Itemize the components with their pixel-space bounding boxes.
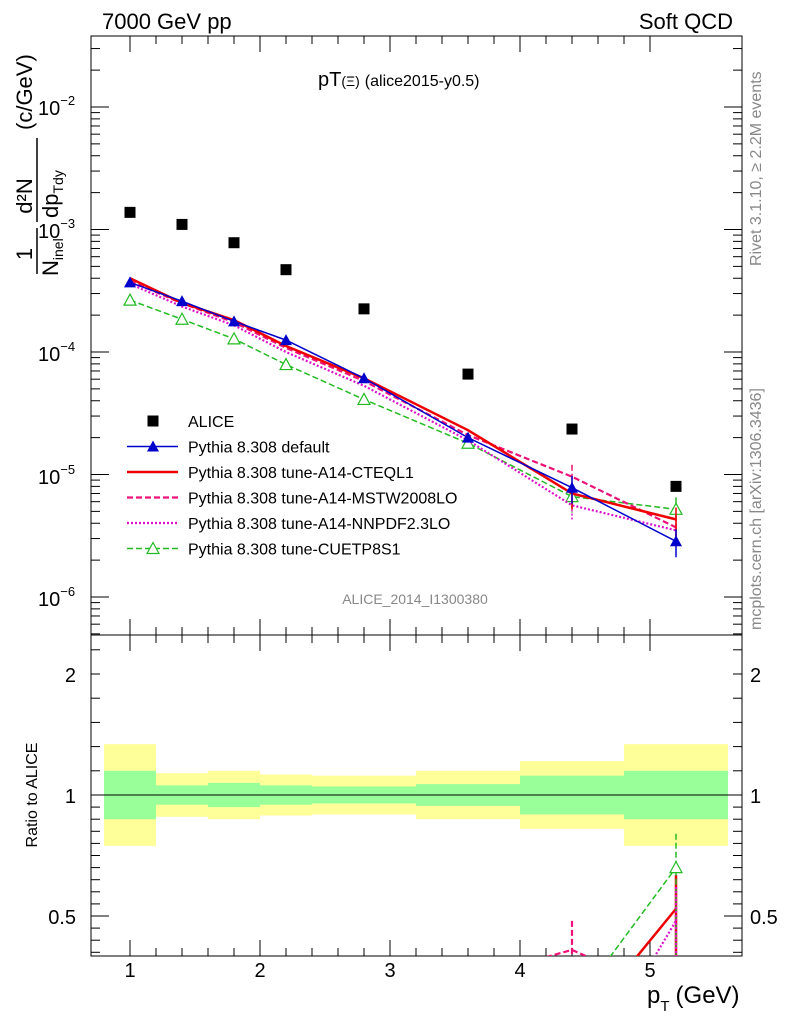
main-axis-ticks xyxy=(91,36,742,635)
main-ylabel: 1 Ninel d²N dpTdy (c/GeV) xyxy=(12,54,66,276)
legend: ALICE Pythia 8.308 default Pythia 8.308 tu… xyxy=(127,414,457,559)
xtick-3: 3 xyxy=(384,960,395,982)
data-point xyxy=(278,357,294,371)
xtick-4: 4 xyxy=(514,960,525,982)
legend-label: Pythia 8.308 tune-A14-CTEQL1 xyxy=(188,465,414,482)
ratio-ytick-right-2: 2 xyxy=(750,665,761,687)
ratio-axis-ticks xyxy=(91,635,742,956)
ylabel-n-inel: Ninel xyxy=(38,238,66,276)
data-point xyxy=(356,392,372,406)
data-point xyxy=(174,312,190,325)
data-point xyxy=(670,480,682,492)
series-pythia-8-308-default xyxy=(124,276,682,558)
legend-marker xyxy=(145,541,161,555)
data-point xyxy=(280,334,292,346)
ratio-line-pythia-8-308-tune-a14-nnpdf2-3lo xyxy=(653,920,677,956)
ratio-ytick-left-2: 2 xyxy=(65,665,76,687)
chart-title-main: pT xyxy=(318,69,341,91)
data-point xyxy=(226,331,242,345)
ratio-series-group xyxy=(545,833,684,956)
ratio-uncertainty-bands xyxy=(91,744,742,846)
data-point xyxy=(280,264,292,276)
rivet-version: Rivet 3.1.10, ≥ 2.2M events xyxy=(748,71,765,266)
legend-item-alice: ALICE xyxy=(147,414,234,431)
ratio-ylabel: Ratio to ALICE xyxy=(24,743,41,848)
xtick-2: 2 xyxy=(254,960,265,982)
ratio-series-pythia-8-308-tune-cuetp8s1 xyxy=(609,833,684,956)
data-point xyxy=(124,276,136,288)
xtick-1: 1 xyxy=(124,960,135,982)
legend-item-pythia-8-308-default: Pythia 8.308 default xyxy=(127,440,330,457)
xtick-5: 5 xyxy=(644,960,655,982)
ratio-series-pythia-8-308-tune-a14-nnpdf2-3lo xyxy=(653,886,678,956)
series-alice xyxy=(124,206,682,492)
series-line-pythia-8-308-tune-a14-nnpdf2-3lo xyxy=(129,282,677,532)
legend-item-pythia-8-308-tune-a14-cteql1: Pythia 8.308 tune-A14-CTEQL1 xyxy=(127,465,414,482)
ytick-1e-6: 10−6 xyxy=(38,584,75,611)
ytick-1e-5: 10−5 xyxy=(38,462,75,489)
data-point xyxy=(124,206,136,218)
chart-title-tag: (alice2015-y0.5) xyxy=(365,73,480,90)
analysis-watermark: ALICE_2014_I1300380 xyxy=(342,591,488,607)
ylabel-one: 1 xyxy=(12,248,37,260)
legend-label: ALICE xyxy=(188,414,234,431)
ratio-series-pythia-8-308-tune-a14-mstw2008lo xyxy=(545,920,589,956)
data-point xyxy=(228,237,240,249)
data-point xyxy=(228,315,240,327)
legend-item-pythia-8-308-tune-cuetp8s1: Pythia 8.308 tune-CUETP8S1 xyxy=(127,541,401,559)
header-collision: 7000 GeV pp xyxy=(102,9,232,34)
data-point xyxy=(566,423,578,435)
header-process: Soft QCD xyxy=(639,9,733,34)
data-point xyxy=(670,535,682,547)
data-point xyxy=(566,481,578,493)
data-point xyxy=(462,431,474,443)
ratio-ytick-left-1: 1 xyxy=(65,786,76,808)
series-line-pythia-8-308-tune-cuetp8s1 xyxy=(129,299,677,511)
ratio-ytick-labels: 0.5 1 2 0.5 1 2 xyxy=(48,665,778,929)
data-point xyxy=(358,372,370,384)
chart-title: pT(Ξ) (alice2015-y0.5) xyxy=(318,69,480,91)
ytick-1e-3: 10−3 xyxy=(38,216,75,243)
ytick-1e-4: 10−4 xyxy=(38,339,75,366)
main-series-group xyxy=(122,206,684,558)
data-point xyxy=(176,218,188,230)
series-line-pythia-8-308-default xyxy=(129,281,677,542)
ratio-ytick-left-0.5: 0.5 xyxy=(48,907,76,929)
xlabel: pT (GeV) xyxy=(647,982,740,1015)
xtick-labels: 1 2 3 4 5 xyxy=(124,960,655,982)
series-line-pythia-8-308-tune-a14-cteql1 xyxy=(129,277,677,521)
data-point xyxy=(122,292,138,306)
legend-label: Pythia 8.308 tune-A14-MSTW2008LO xyxy=(188,491,457,508)
chart-title-symbol: (Ξ) xyxy=(341,73,359,89)
ratio-ytick-right-1: 1 xyxy=(750,786,761,808)
ylabel-unit: (c/GeV) xyxy=(12,54,37,130)
mcplots-reference: mcplots.cern.ch [arXiv:1306.3436] xyxy=(748,388,765,630)
ratio-line-pythia-8-308-tune-a14-cteql1 xyxy=(635,907,677,956)
ylabel-dpt: dpTdy xyxy=(38,170,66,218)
data-point xyxy=(176,295,188,307)
ratio-line-pythia-8-308-tune-cuetp8s1 xyxy=(609,867,677,956)
ratio-ytick-right-0.5: 0.5 xyxy=(750,907,778,929)
data-point xyxy=(358,303,370,315)
ratio-line-pythia-8-308-tune-a14-mstw2008lo xyxy=(545,948,589,956)
legend-label: Pythia 8.308 default xyxy=(188,440,330,457)
legend-item-pythia-8-308-tune-a14-nnpdf2-3lo: Pythia 8.308 tune-A14-NNPDF2.3LO xyxy=(127,516,450,533)
legend-marker xyxy=(147,440,159,452)
ytick-1e-2: 10−2 xyxy=(38,93,75,120)
legend-marker xyxy=(147,415,159,427)
data-point xyxy=(462,368,474,380)
ylabel-d2n: d²N xyxy=(12,178,37,213)
legend-label: Pythia 8.308 tune-CUETP8S1 xyxy=(188,542,401,559)
legend-label: Pythia 8.308 tune-A14-NNPDF2.3LO xyxy=(188,516,450,533)
main-ytick-labels: 10−6 10−5 10−4 10−3 10−2 xyxy=(38,93,75,611)
ratio-point xyxy=(668,860,684,874)
legend-item-pythia-8-308-tune-a14-mstw2008lo: Pythia 8.308 tune-A14-MSTW2008LO xyxy=(127,491,457,508)
